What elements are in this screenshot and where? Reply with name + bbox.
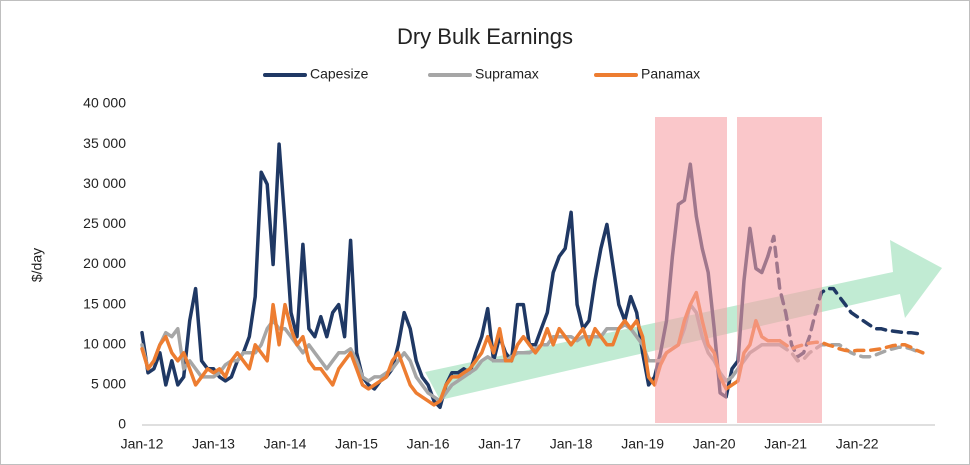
legend-label: Capesize <box>310 66 369 82</box>
y-tick-label: 40 000 <box>83 95 126 111</box>
y-tick-label: 10 000 <box>83 335 126 351</box>
highlight-band <box>655 117 727 423</box>
y-tick-label: 30 000 <box>83 175 126 191</box>
y-tick-label: 5 000 <box>91 376 126 392</box>
x-tick-label: Jan-21 <box>764 436 807 452</box>
highlight-band <box>737 117 822 423</box>
y-tick-label: 0 <box>118 416 126 432</box>
x-tick-label: Jan-15 <box>335 436 378 452</box>
x-tick-label: Jan-16 <box>407 436 450 452</box>
x-tick-label: Jan-19 <box>621 436 664 452</box>
x-tick-label: Jan-12 <box>121 436 164 452</box>
x-tick-label: Jan-18 <box>550 436 593 452</box>
y-tick-label: 25 000 <box>83 215 126 231</box>
y-axis-label: $/day <box>29 248 45 282</box>
y-tick-label: 35 000 <box>83 135 126 151</box>
legend-label: Panamax <box>641 66 700 82</box>
x-tick-label: Jan-22 <box>836 436 879 452</box>
x-tick-label: Jan-13 <box>192 436 235 452</box>
legend-label: Supramax <box>475 66 539 82</box>
x-tick-label: Jan-14 <box>264 436 307 452</box>
chart-title: Dry Bulk Earnings <box>397 24 573 49</box>
x-tick-label: Jan-20 <box>693 436 736 452</box>
axis-layer: 0 5 000 10 000 15 000 20 000 25 000 30 000 35 0… <box>83 66 935 452</box>
y-tick-label: 15 000 <box>83 295 126 311</box>
y-tick-label: 20 000 <box>83 255 126 271</box>
x-tick-label: Jan-17 <box>478 436 521 452</box>
